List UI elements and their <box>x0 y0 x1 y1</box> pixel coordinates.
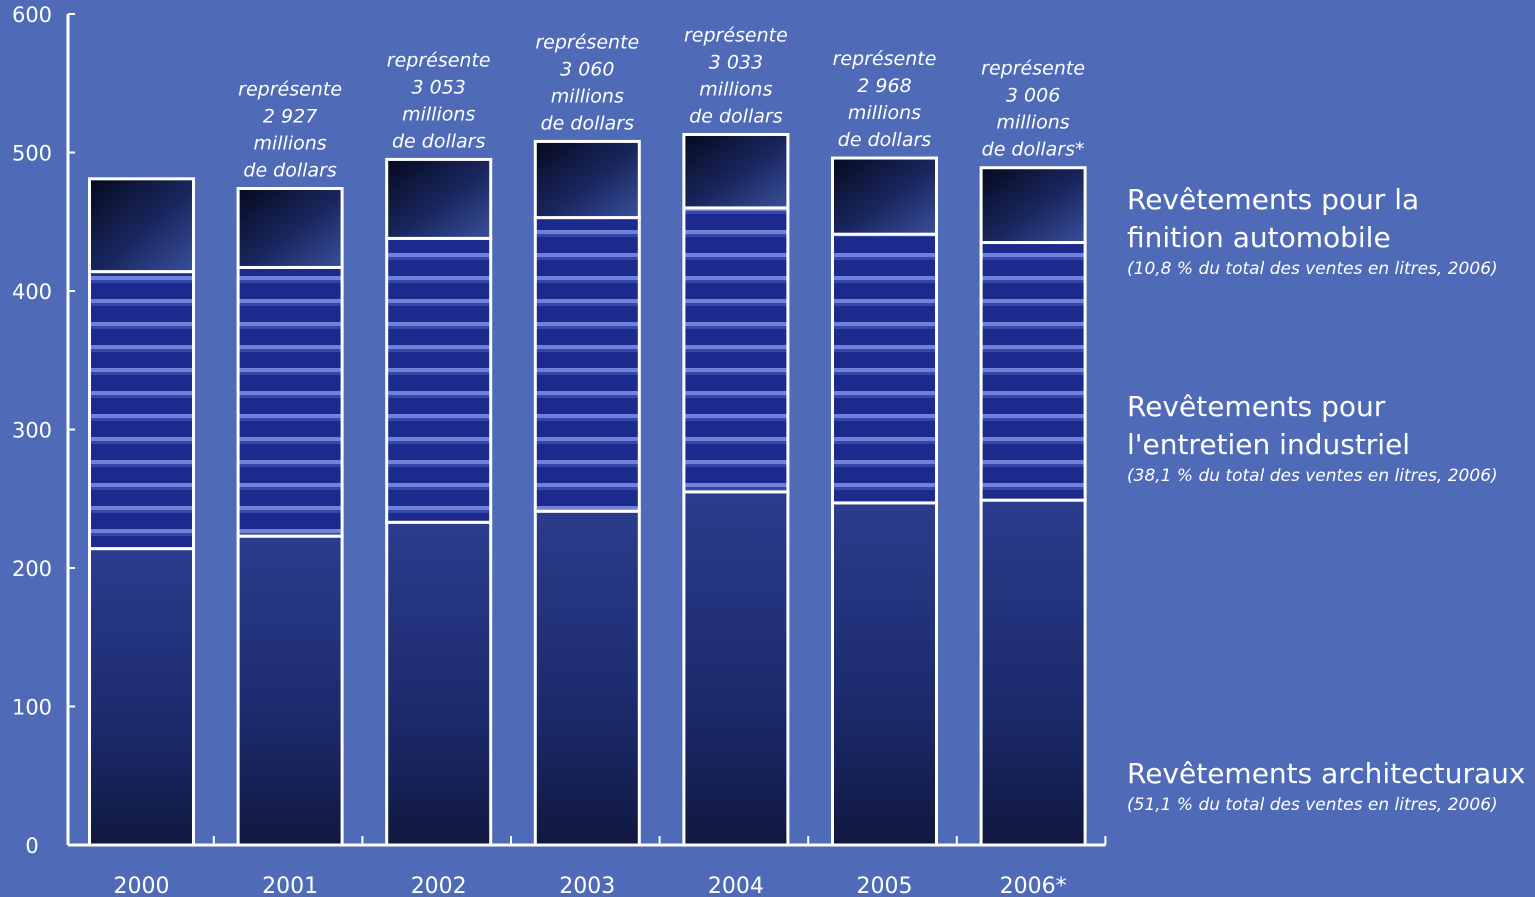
y-tick-label: 0 <box>25 834 38 858</box>
legend-automotive-title: Revêtements pour la finition automobile <box>1127 183 1420 254</box>
bar-architectural <box>88 547 195 847</box>
legend-architectural-title: Revêtements architecturaux <box>1127 757 1526 790</box>
x-tick-label: 2006* <box>1000 874 1067 897</box>
x-tick-label: 2004 <box>708 874 764 897</box>
axes: 0 100 200 300 400 500 600 2000 2001 2002 2003 2004 2… <box>12 3 1107 897</box>
legend-architectural-note: (51,1 % du total des ventes en litres, 2… <box>1127 795 1498 815</box>
bar-architectural <box>979 498 1087 847</box>
annotation-line: millions <box>253 133 326 155</box>
bar-automotive <box>236 187 344 269</box>
annotation-line: millions <box>402 103 475 125</box>
bar-architectural <box>236 534 344 847</box>
bar-architectural <box>682 490 790 847</box>
bar-industrial <box>385 236 493 524</box>
annotation-line: 3 053 <box>411 76 465 98</box>
x-tick-label: 2000 <box>114 874 170 897</box>
annotation-line: 3 060 <box>560 58 614 80</box>
annotation-line: millions <box>848 102 921 124</box>
annotation-line: de dollars* <box>982 139 1085 161</box>
annotation-line: millions <box>551 85 624 107</box>
bar-automotive <box>533 139 641 220</box>
legend-industrial-note: (38,1 % du total des ventes en litres, 2… <box>1127 466 1498 486</box>
bar-industrial <box>533 216 641 513</box>
bar-annotation: représente 3 033 millions de dollars <box>684 24 788 127</box>
legend-automotive-note: (10,8 % du total des ventes en litres, 2… <box>1127 259 1498 279</box>
bar-automotive <box>88 177 195 274</box>
bar-industrial <box>88 270 195 551</box>
x-tick-label: 2001 <box>262 874 318 897</box>
annotation-line: millions <box>699 78 772 100</box>
bar-architectural <box>533 509 641 847</box>
y-tick-label: 500 <box>12 142 52 166</box>
annotation-line: 3 006 <box>1006 85 1060 107</box>
bar-industrial <box>979 241 1087 502</box>
bar-industrial <box>831 232 938 505</box>
y-tick-label: 200 <box>12 557 52 581</box>
annotations: représente 2 927 millions de dollarsreprése… <box>238 24 1085 181</box>
bar-architectural <box>831 501 938 847</box>
annotation-line: représente <box>833 48 937 70</box>
annotation-line: représente <box>981 58 1085 80</box>
annotation-line: 2 968 <box>857 75 911 97</box>
annotation-line: représente <box>238 79 342 101</box>
annotation-line: de dollars <box>838 129 931 151</box>
annotation-line: 2 927 <box>263 106 317 128</box>
annotation-line: représente <box>684 24 788 46</box>
bar-architectural <box>385 520 493 847</box>
bar-industrial <box>236 265 344 538</box>
annotation-line: de dollars <box>243 160 336 182</box>
legend-industrial: Revêtements pour l'entretien industriel … <box>1127 388 1527 486</box>
bar-annotation: représente 3 060 millions de dollars <box>535 31 639 134</box>
x-tick-label: 2003 <box>559 874 615 897</box>
y-tick-label: 400 <box>12 280 52 304</box>
legend-industrial-title: Revêtements pour l'entretien industriel <box>1127 390 1411 461</box>
annotation-line: 3 033 <box>709 51 763 73</box>
annotation-line: représente <box>535 31 639 53</box>
bar-annotation: représente 2 968 millions de dollars <box>833 48 937 151</box>
bar-annotation: représente 2 927 millions de dollars <box>238 79 342 182</box>
bar-automotive <box>385 157 493 240</box>
annotation-line: millions <box>996 112 1069 134</box>
legend-automotive: Revêtements pour la finition automobile … <box>1127 181 1527 279</box>
bar-automotive <box>682 132 790 210</box>
bar-industrial <box>682 206 790 494</box>
annotation-line: représente <box>387 49 491 71</box>
x-tick-label: 2005 <box>857 874 913 897</box>
bars <box>88 132 1087 847</box>
y-tick-label: 300 <box>12 419 52 443</box>
annotation-line: de dollars <box>392 130 485 152</box>
bar-automotive <box>831 156 938 236</box>
bar-annotation: représente 3 053 millions de dollars <box>387 49 491 152</box>
bar-annotation: représente 3 006 millions de dollars* <box>981 58 1085 161</box>
y-tick-label: 600 <box>12 3 52 27</box>
x-tick-label: 2002 <box>411 874 467 897</box>
annotation-line: de dollars <box>689 105 782 127</box>
annotation-line: de dollars <box>541 112 634 134</box>
y-tick-label: 100 <box>12 696 52 720</box>
bar-automotive <box>979 166 1087 245</box>
legend-architectural: Revêtements architecturaux (51,1 % du to… <box>1127 755 1527 815</box>
